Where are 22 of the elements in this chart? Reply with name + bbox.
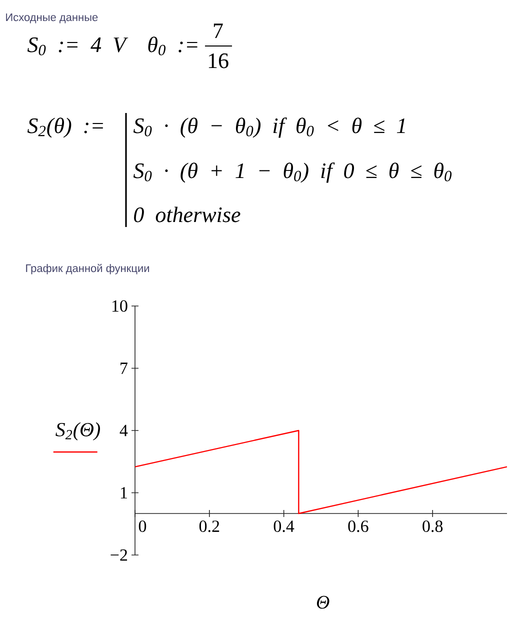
y-tick-label: 1: [120, 487, 127, 498]
x-tick-label: 0.6: [348, 520, 368, 532]
text: S$_{2}$(θ) :=: [27, 118, 103, 138]
text: θ$_{0}$ :=: [148, 36, 198, 56]
text: 7: [214, 24, 223, 38]
text: S$_{2}$(Θ): [56, 422, 100, 440]
y-tick-label: 7: [120, 362, 128, 374]
x-tick-label: 0.8: [422, 520, 443, 532]
text: Исходные данные: [6, 13, 98, 24]
text: S$_{0}$ · (θ − θ$_{0}$) if θ$_{0}$ < θ ≤ 1: [133, 118, 405, 138]
chart-title: График данной функции: [26, 264, 149, 274]
x-tick-label: 0.4: [274, 520, 294, 532]
y-tick-label: 10: [112, 300, 128, 312]
x-tick-label: 0: [138, 520, 146, 532]
text: S$_{0}$ := 4 V: [27, 37, 128, 56]
text: 0 otherwise: [134, 206, 240, 222]
x-axis-title: Θ: [316, 596, 330, 609]
text: S$_{0}$ · (θ + 1 − θ$_{0}$) if 0 ≤ θ ≤ θ$_{0}$: [133, 162, 452, 183]
text: 16: [208, 53, 228, 68]
x-tick-label: 0.2: [199, 520, 220, 532]
y-tick-label: −2: [110, 549, 128, 561]
y-tick-label: 4: [120, 424, 128, 436]
